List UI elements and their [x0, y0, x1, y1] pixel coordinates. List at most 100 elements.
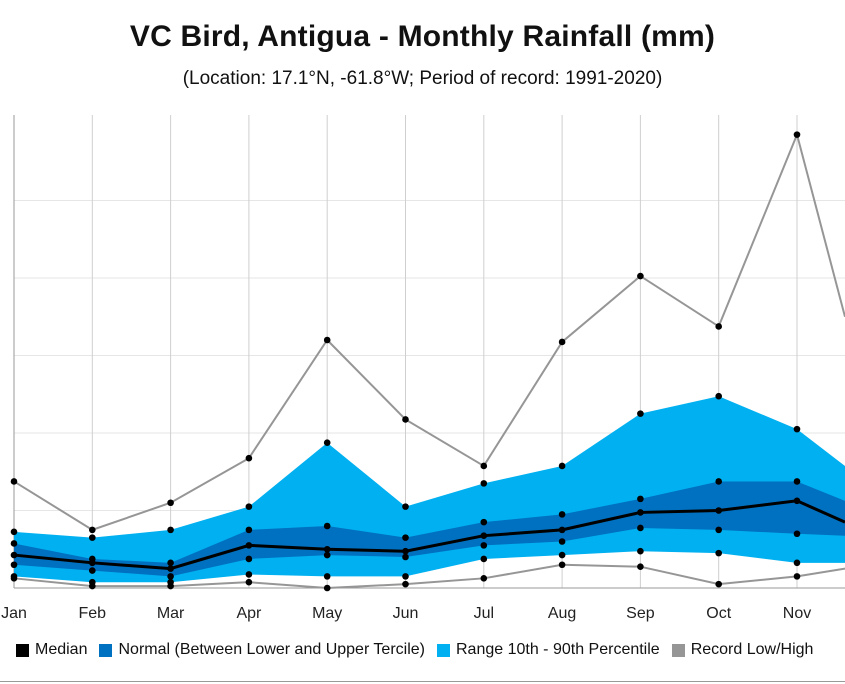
record-low-point	[480, 575, 488, 582]
x-tick-label: Feb	[79, 605, 107, 622]
median-point	[793, 497, 801, 505]
median-point	[558, 526, 566, 534]
upper-tercile-point	[558, 511, 566, 518]
x-tick-label: Aug	[548, 605, 576, 622]
normal-swatch	[99, 643, 113, 657]
median-point	[245, 542, 253, 549]
x-tick-label: Mar	[157, 605, 185, 622]
upper-tercile-point	[10, 540, 18, 547]
p10-point	[480, 555, 488, 563]
chart-subtitle: (Location: 17.1°N, -61.8°W; Period of re…	[182, 68, 663, 89]
x-tick-label: Nov	[783, 605, 811, 622]
p10-point	[715, 549, 722, 557]
bottom-rule	[0, 681, 845, 682]
legend-label-normal: Normal (Between Lower and Upper Tercile)	[118, 641, 425, 658]
record-high-point	[89, 526, 96, 534]
lower-tercile-point	[89, 567, 96, 574]
p90-point	[637, 410, 644, 417]
record-high-point	[480, 462, 488, 470]
legend-item-median: Median	[16, 641, 87, 659]
legend-item-record: Record Low/High	[671, 641, 814, 659]
record-high-line	[13, 131, 845, 531]
lower-tercile-point	[793, 530, 801, 538]
record-low-point	[637, 563, 644, 570]
x-tick-label: Jan	[1, 605, 27, 622]
upper-tercile-point	[793, 478, 801, 485]
record-swatch	[671, 643, 685, 657]
legend-label-range: Range 10th - 90th Percentile	[456, 641, 660, 658]
p90-point	[558, 462, 566, 470]
record-low-point	[793, 573, 801, 580]
upper-tercile-point	[323, 522, 331, 530]
record-high-point	[10, 478, 18, 485]
record-high-point	[167, 499, 174, 507]
legend-label-median: Median	[35, 641, 88, 658]
range-percentile-band	[14, 396, 845, 583]
legend-item-range: Range 10th - 90th Percentile	[437, 641, 660, 659]
median-point	[480, 532, 488, 539]
data-points	[10, 131, 801, 592]
median-point	[715, 507, 722, 514]
lower-tercile-point	[402, 553, 409, 561]
lower-tercile-point	[323, 551, 331, 559]
p90-point	[89, 534, 96, 541]
record-high-point	[245, 454, 253, 462]
x-tick-label: Oct	[706, 605, 731, 622]
record-low-point	[245, 578, 253, 586]
p90-point	[402, 503, 409, 510]
p10-point	[637, 547, 644, 555]
upper-tercile-point	[637, 495, 644, 503]
record-high-point	[558, 338, 566, 346]
rainfall-chart: Jan Feb Mar Apr May Jun Jul Aug Sep Oct Nov	[1, 115, 845, 622]
p10-point	[10, 573, 18, 580]
upper-tercile-point	[402, 534, 409, 541]
range-swatch	[437, 643, 450, 657]
record-low-point	[402, 580, 409, 588]
record-low-point	[558, 561, 566, 569]
legend-item-normal: Normal (Between Lower and Upper Tercile)	[99, 641, 425, 659]
record-low-point	[323, 584, 331, 592]
median-point	[10, 551, 18, 559]
upper-tercile-point	[715, 478, 722, 485]
record-high-point	[402, 416, 409, 423]
lower-tercile-point	[558, 538, 566, 545]
upper-tercile-point	[245, 526, 253, 534]
median-swatch	[16, 643, 29, 657]
p10-point	[558, 551, 566, 559]
legend-label-record: Record Low/High	[690, 641, 814, 658]
record-high-point	[637, 272, 644, 280]
chart-title: VC Bird, Antigua - Monthly Rainfall (mm)	[129, 20, 716, 53]
upper-tercile-point	[480, 518, 488, 526]
x-axis-labels: Jan Feb Mar Apr May Jun Jul Aug Sep Oct Nov	[1, 605, 811, 622]
p90-point	[793, 425, 801, 433]
x-tick-label: May	[312, 605, 342, 622]
lower-tercile-point	[167, 573, 174, 580]
p90-point	[245, 503, 253, 510]
p10-point	[793, 559, 801, 567]
median-line	[13, 499, 845, 571]
p10-point	[167, 578, 174, 586]
record-high-point	[323, 336, 331, 344]
lower-tercile-point	[637, 524, 644, 532]
series-lines	[13, 131, 845, 590]
lower-tercile-point	[10, 561, 18, 569]
x-tick-label: Jul	[474, 605, 494, 622]
lower-tercile-point	[245, 555, 253, 563]
record-high-point	[715, 323, 722, 330]
p10-point	[402, 573, 409, 580]
median-point	[323, 545, 331, 553]
p90-point	[323, 439, 331, 446]
x-tick-label: Jun	[393, 605, 419, 622]
record-low-line	[13, 563, 845, 590]
p10-point	[323, 573, 331, 580]
upper-tercile-point	[167, 559, 174, 567]
record-high-point	[793, 131, 801, 138]
median-point	[402, 547, 409, 555]
x-tick-label: Sep	[626, 605, 655, 622]
lower-tercile-point	[715, 526, 722, 534]
legend: Median Normal (Between Lower and Upper T…	[16, 641, 825, 659]
p90-point	[167, 526, 174, 534]
x-tick-label: Apr	[236, 605, 262, 622]
p90-point	[480, 480, 488, 487]
median-point	[637, 509, 644, 516]
